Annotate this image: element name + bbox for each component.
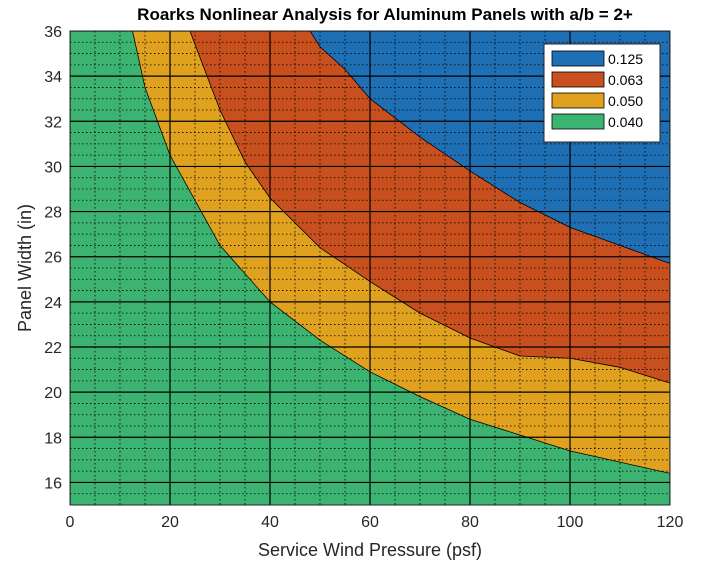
y-tick-label: 22: [44, 340, 62, 357]
x-tick-label: 20: [161, 514, 179, 531]
legend-label: 0.050: [608, 93, 643, 109]
y-tick-label: 30: [44, 159, 62, 176]
x-tick-label: 0: [66, 514, 75, 531]
legend-swatch: [551, 50, 605, 67]
plot-frame: [69, 30, 671, 506]
y-tick-label: 32: [44, 114, 62, 131]
x-tick-label: 120: [657, 514, 684, 531]
legend-label: 0.040: [608, 114, 643, 130]
x-tick-label: 40: [261, 514, 279, 531]
legend: 0.125 0.063 0.050 0.040: [543, 43, 661, 143]
y-tick-label: 36: [44, 24, 62, 41]
y-tick-label: 18: [44, 430, 62, 447]
x-axis: 0 20 40 60 80 100 120: [66, 514, 684, 531]
legend-swatch: [551, 92, 605, 109]
legend-swatch: [551, 71, 605, 88]
y-tick-label: 16: [44, 475, 62, 492]
x-tick-label: 60: [361, 514, 379, 531]
y-tick-label: 28: [44, 205, 62, 222]
x-axis-label: Service Wind Pressure (psf): [258, 540, 482, 560]
chart-title: Roarks Nonlinear Analysis for Aluminum P…: [137, 5, 633, 24]
legend-label: 0.063: [608, 72, 643, 88]
y-tick-label: 24: [44, 295, 62, 312]
y-axis-label: Panel Width (in): [15, 204, 35, 332]
y-tick-label: 34: [44, 69, 62, 86]
legend-label: 0.125: [608, 51, 643, 67]
legend-swatch: [551, 113, 605, 130]
y-tick-label: 20: [44, 385, 62, 402]
y-axis: 16 18 20 22 24 26 28 30 32 34 36: [44, 24, 62, 492]
x-tick-label: 100: [557, 514, 584, 531]
y-tick-label: 26: [44, 250, 62, 267]
x-tick-label: 80: [461, 514, 479, 531]
